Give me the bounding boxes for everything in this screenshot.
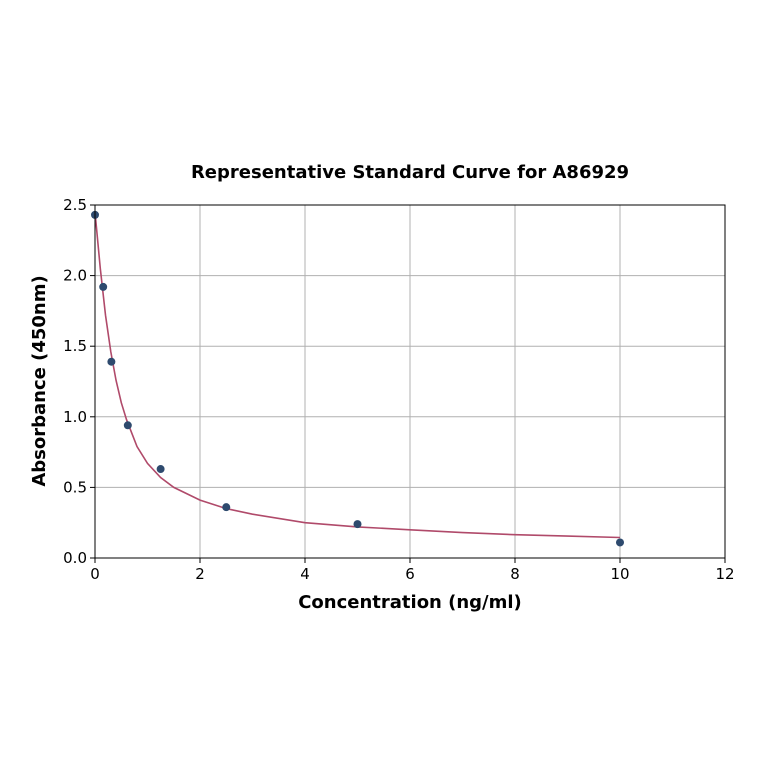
y-tick-label: 0.0 <box>63 549 87 567</box>
y-tick-label: 1.0 <box>63 408 87 426</box>
chart-title: Representative Standard Curve for A86929 <box>191 162 629 183</box>
x-tick-label: 12 <box>715 565 734 583</box>
data-point <box>99 282 108 291</box>
x-axis-label: Concentration (ng/ml) <box>298 592 522 613</box>
y-tick-label: 2.5 <box>63 196 87 214</box>
fitted-curve-layer <box>94 212 621 539</box>
y-tick-label: 1.5 <box>63 337 87 355</box>
grid-lines <box>94 204 726 559</box>
x-tick-label: 0 <box>90 565 100 583</box>
y-axis-label: Absorbance (450nm) <box>29 275 50 486</box>
data-point <box>123 421 132 430</box>
data-point <box>222 503 231 512</box>
data-point <box>616 538 624 547</box>
data-points-layer <box>91 210 624 547</box>
y-tick-label: 2.0 <box>63 267 87 285</box>
x-tick-label: 2 <box>195 565 205 583</box>
data-point <box>107 357 116 366</box>
x-tick-label: 10 <box>610 565 629 583</box>
fitted-curve-line <box>94 212 621 539</box>
x-axis-ticks: 0 2 4 6 8 10 12 <box>90 558 735 583</box>
y-tick-label: 0.5 <box>63 478 87 496</box>
x-tick-label: 8 <box>510 565 520 583</box>
y-axis-ticks: 0.0 0.5 1.0 1.5 2.0 2.5 <box>63 196 95 567</box>
data-point <box>156 465 165 474</box>
x-tick-label: 6 <box>405 565 415 583</box>
x-tick-label: 4 <box>300 565 310 583</box>
data-point <box>353 520 362 529</box>
